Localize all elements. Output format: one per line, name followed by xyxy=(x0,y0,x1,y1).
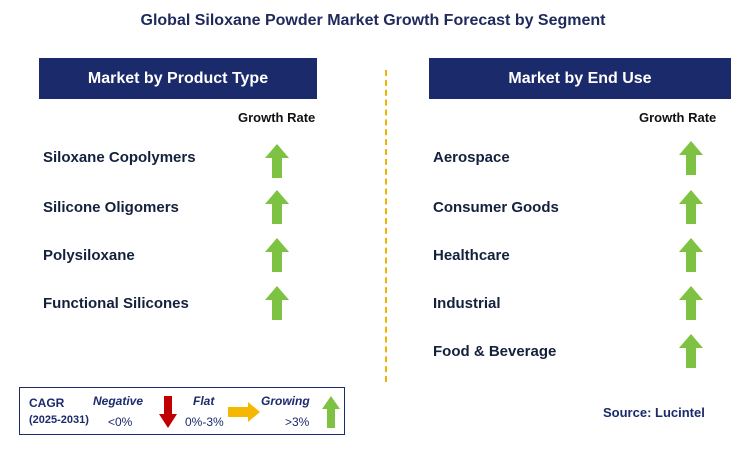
cagr-legend: CAGR (2025-2031) Negative <0% Flat 0%-3%… xyxy=(19,387,345,435)
up-arrow-icon xyxy=(265,190,289,224)
end-use-header: Market by End Use xyxy=(429,58,731,99)
page-title: Global Siloxane Powder Market Growth For… xyxy=(0,12,746,30)
legend-years-label: (2025-2031) xyxy=(29,414,89,426)
list-item-label: Food & Beverage xyxy=(433,343,556,360)
up-arrow-icon xyxy=(679,334,703,368)
list-item-label: Functional Silicones xyxy=(43,295,189,312)
center-divider xyxy=(385,70,387,382)
up-arrow-icon xyxy=(679,238,703,272)
growth-rate-label-left: Growth Rate xyxy=(238,110,315,125)
up-arrow-icon xyxy=(679,286,703,320)
legend-negative-label: Negative xyxy=(93,394,143,408)
legend-growing-value: >3% xyxy=(285,415,309,429)
legend-negative-value: <0% xyxy=(108,415,132,429)
list-item-label: Healthcare xyxy=(433,247,510,264)
up-arrow-icon xyxy=(322,396,340,428)
legend-flat-label: Flat xyxy=(193,394,214,408)
source-label: Source: Lucintel xyxy=(603,405,705,420)
product-type-header: Market by Product Type xyxy=(39,58,317,99)
down-arrow-icon xyxy=(159,396,177,428)
up-arrow-icon xyxy=(679,190,703,224)
list-item-label: Silicone Oligomers xyxy=(43,199,179,216)
up-arrow-icon xyxy=(679,141,703,175)
list-item-label: Aerospace xyxy=(433,149,510,166)
growth-rate-label-right: Growth Rate xyxy=(639,110,716,125)
up-arrow-icon xyxy=(265,238,289,272)
list-item-label: Siloxane Copolymers xyxy=(43,149,196,166)
up-arrow-icon xyxy=(265,286,289,320)
right-arrow-icon xyxy=(228,402,260,422)
up-arrow-icon xyxy=(265,144,289,178)
list-item-label: Polysiloxane xyxy=(43,247,135,264)
legend-cagr-label: CAGR xyxy=(29,396,64,410)
legend-flat-value: 0%-3% xyxy=(185,415,224,429)
list-item-label: Industrial xyxy=(433,295,501,312)
legend-growing-label: Growing xyxy=(261,394,310,408)
list-item-label: Consumer Goods xyxy=(433,199,559,216)
